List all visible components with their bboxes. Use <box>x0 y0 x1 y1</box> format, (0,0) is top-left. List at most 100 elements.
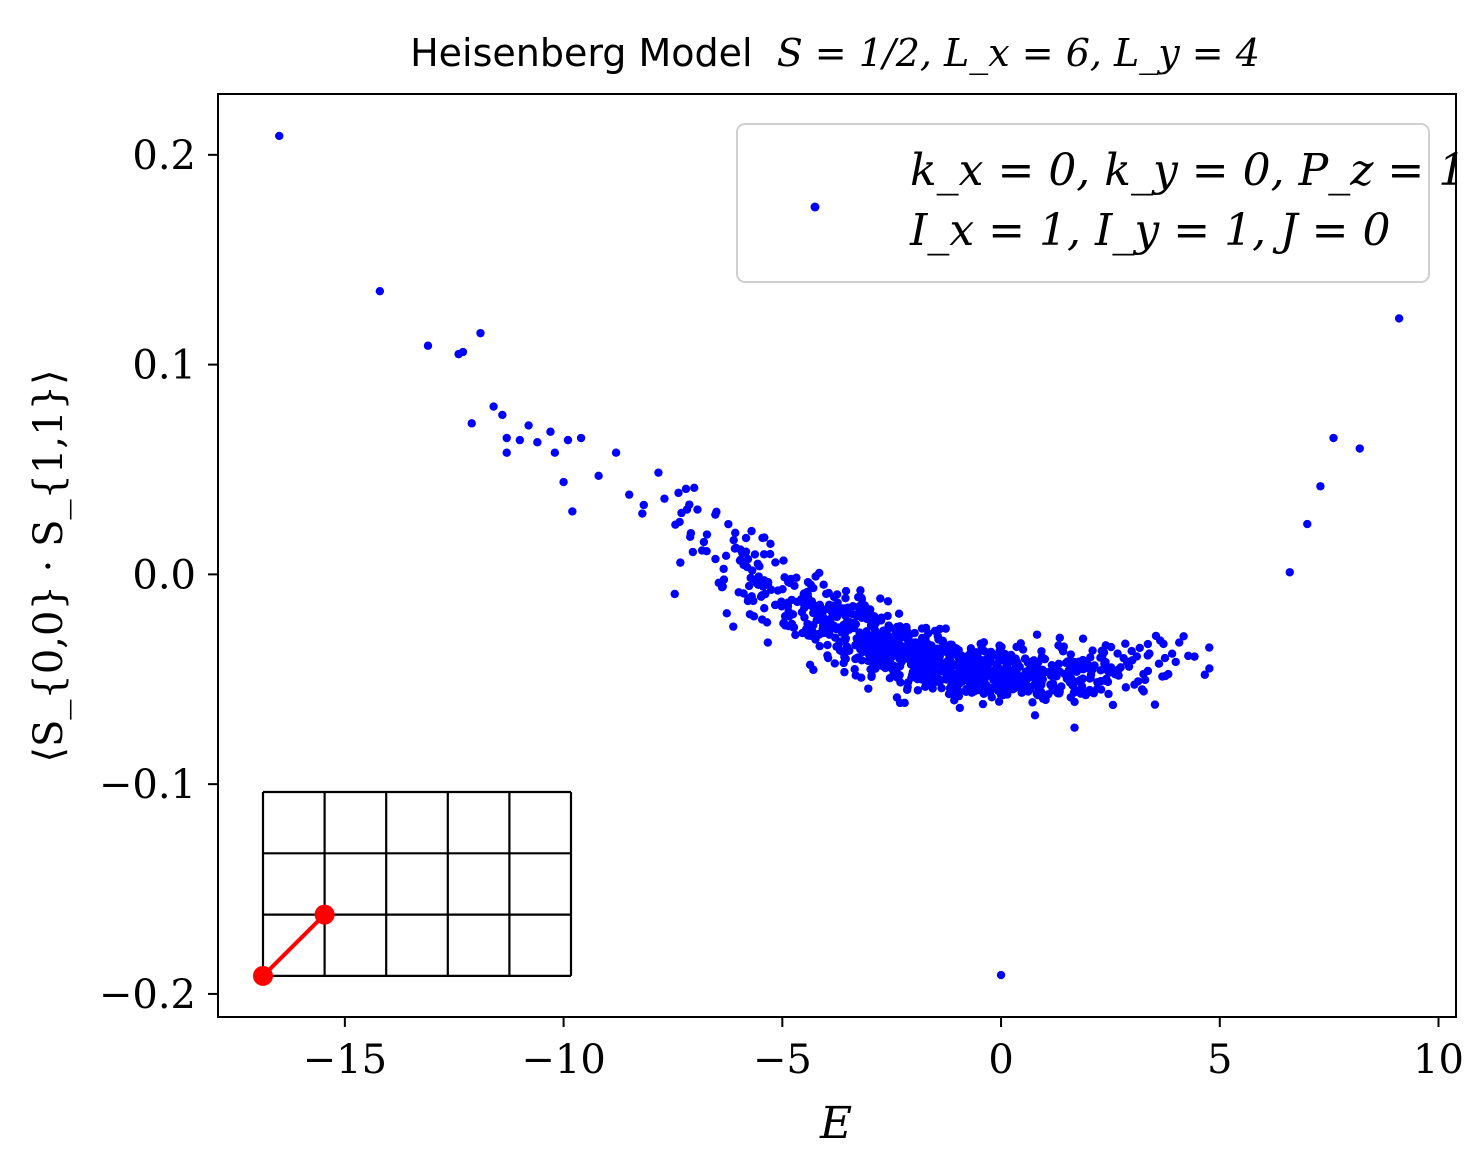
data-point <box>856 586 865 595</box>
data-point <box>1040 654 1050 664</box>
data-point <box>1394 314 1404 323</box>
data-point <box>738 548 747 558</box>
data-point <box>996 970 1006 980</box>
data-point <box>1047 661 1057 670</box>
data-point <box>857 673 866 682</box>
data-point <box>1200 670 1210 679</box>
data-point <box>874 635 883 644</box>
data-point <box>712 507 721 517</box>
data-point <box>702 530 712 539</box>
data-point <box>1023 666 1032 676</box>
data-point <box>859 632 869 642</box>
data-point <box>821 628 830 638</box>
data-point <box>841 593 850 603</box>
data-point <box>639 500 648 510</box>
data-point <box>533 438 542 447</box>
data-point <box>898 626 908 635</box>
data-point <box>1046 680 1056 689</box>
data-point <box>611 448 621 457</box>
data-point <box>830 659 840 668</box>
data-point <box>1029 670 1039 679</box>
data-point <box>1175 638 1184 647</box>
data-point <box>1034 664 1043 673</box>
data-point <box>550 448 560 457</box>
data-point <box>502 448 511 457</box>
data-point <box>780 621 790 630</box>
data-point <box>763 638 773 647</box>
data-point <box>1179 632 1188 641</box>
data-point <box>778 584 787 594</box>
data-point <box>1159 639 1168 649</box>
data-point <box>1041 695 1050 705</box>
data-point <box>863 656 873 666</box>
data-point <box>1028 698 1037 707</box>
data-point <box>893 673 902 682</box>
x-tick-label: −15 <box>303 1037 387 1083</box>
data-point <box>1075 664 1085 674</box>
data-point <box>891 662 901 671</box>
data-point <box>935 624 945 634</box>
data-point <box>1104 689 1113 699</box>
data-point <box>841 586 851 596</box>
scatter-points <box>275 131 1404 980</box>
data-point <box>660 494 669 503</box>
data-point <box>1006 650 1016 660</box>
data-point <box>1135 643 1144 653</box>
data-point <box>934 635 943 644</box>
data-point <box>952 683 962 692</box>
data-point <box>996 691 1006 700</box>
data-point <box>1285 568 1294 577</box>
data-point <box>892 693 902 702</box>
data-point <box>771 558 780 567</box>
data-point <box>1055 689 1064 698</box>
data-point <box>524 421 533 430</box>
x-tick-label: −5 <box>753 1037 812 1083</box>
chart-title-prefix: Heisenberg Model <box>410 31 753 75</box>
data-point <box>1015 677 1024 687</box>
legend-line-1: k_x = 0, k_y = 0, P_z = 1 <box>910 145 1466 196</box>
data-point <box>1205 664 1214 673</box>
data-point <box>844 625 854 634</box>
legend-line-2: I_x = 1, I_y = 1, J = 0 <box>909 205 1391 256</box>
data-point <box>928 684 937 693</box>
data-point <box>923 674 933 684</box>
data-point <box>1076 677 1085 686</box>
data-point <box>1184 651 1193 661</box>
data-point <box>275 131 284 141</box>
data-point <box>809 583 818 593</box>
data-point <box>811 635 820 644</box>
data-point <box>654 468 663 477</box>
data-point <box>1121 639 1130 648</box>
data-point <box>719 564 728 574</box>
data-point <box>910 628 919 638</box>
data-point <box>1160 653 1170 663</box>
data-point <box>977 671 986 681</box>
data-point <box>735 556 745 565</box>
data-point <box>950 696 959 705</box>
data-point <box>866 631 876 641</box>
data-point <box>853 653 862 662</box>
data-point <box>805 660 815 670</box>
data-point <box>876 594 885 603</box>
data-point <box>745 610 755 619</box>
data-point <box>921 682 930 692</box>
data-point <box>992 661 1001 670</box>
data-point <box>779 556 788 565</box>
data-point <box>1001 658 1011 667</box>
data-point <box>808 627 817 637</box>
data-point <box>638 509 647 518</box>
data-point <box>743 596 753 606</box>
data-point <box>711 554 720 564</box>
data-point <box>498 410 507 420</box>
data-point <box>900 644 910 653</box>
data-point <box>874 654 883 664</box>
data-point <box>837 647 847 656</box>
data-point <box>1205 643 1214 652</box>
data-point <box>784 607 793 616</box>
data-point <box>1066 650 1076 659</box>
data-point <box>880 626 890 635</box>
data-point <box>690 483 699 493</box>
data-point <box>1024 687 1033 696</box>
y-tick-label: −0.1 <box>99 762 196 808</box>
